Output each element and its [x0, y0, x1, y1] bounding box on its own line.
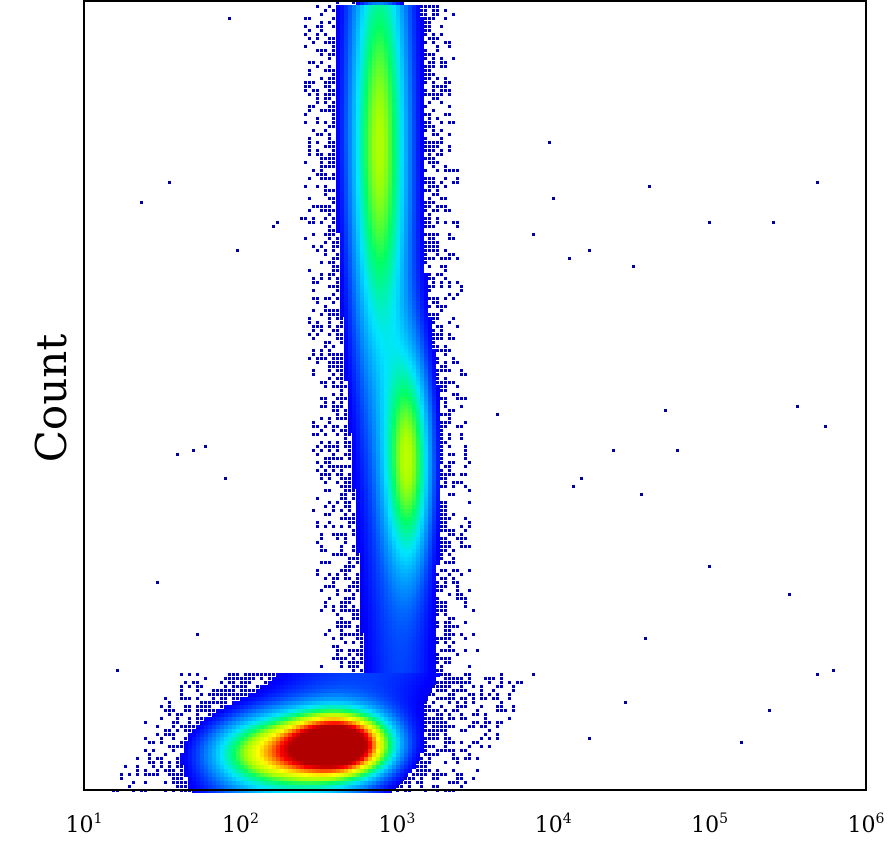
y-axis-label: Count — [27, 334, 76, 463]
x-axis-ticks: 101 102 103 104 105 106 — [66, 811, 885, 838]
x-tick-label: 104 — [535, 811, 572, 838]
x-tick-label: 106 — [848, 811, 885, 838]
x-tick-label: 102 — [222, 811, 259, 838]
x-tick-label: 101 — [66, 811, 103, 838]
x-tick-label: 103 — [378, 811, 415, 838]
plot-area — [112, 1, 835, 793]
plot-frame — [83, 0, 867, 791]
x-tick-label: 105 — [691, 811, 728, 838]
